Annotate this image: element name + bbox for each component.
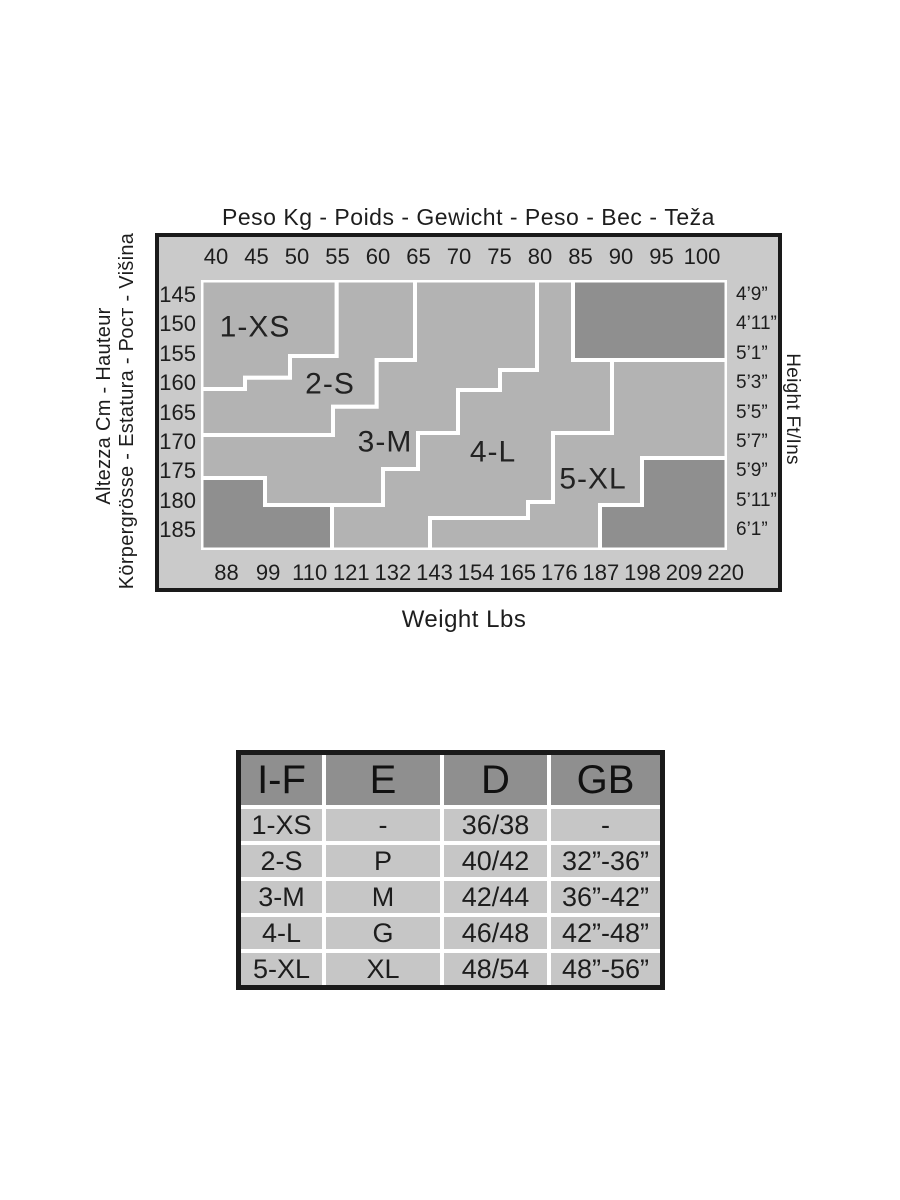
- ftins-tick-0: 4’9”: [736, 284, 768, 305]
- lbs-tick-88: 88: [214, 560, 239, 585]
- lbs-tick-99: 99: [255, 560, 281, 585]
- cm-tick-145: 145: [159, 282, 196, 307]
- lbs-tick-121: 121: [332, 560, 370, 585]
- size-zone-label-5-XL: 5-XL: [559, 463, 626, 496]
- size-table-cell-r2-c1: M: [326, 881, 440, 913]
- size-table-cell-r0-c1: -: [326, 809, 440, 841]
- lbs-tick-143: 143: [416, 560, 453, 585]
- size-table-cell-r2-c2: 42/44: [444, 881, 547, 913]
- lbs-tick-220: 220: [707, 560, 745, 585]
- excluded-region-na-top-right: [571, 280, 727, 362]
- ftins-tick-3: 5’3”: [736, 372, 768, 394]
- kg-tick-75: 75: [487, 244, 512, 269]
- size-table-cell-r1-c2: 40/42: [444, 845, 547, 877]
- weight-lbs-axis-label: Weight Lbs: [401, 606, 527, 633]
- ftins-tick-7: 5’11”: [736, 489, 777, 511]
- ftins-tick-4: 5’5”: [736, 401, 768, 423]
- size-table-cell-r2-c3: 36”-42”: [551, 881, 660, 913]
- lbs-tick-132: 132: [374, 560, 412, 585]
- cm-tick-180: 180: [159, 487, 196, 513]
- size-zone-label-4-L: 4-L: [470, 436, 516, 469]
- cm-tick-175: 175: [159, 458, 196, 484]
- lbs-tick-209: 209: [665, 560, 703, 585]
- kg-tick-85: 85: [568, 244, 593, 269]
- size-zone-plot: 1-XS 2-S3-M 4-L 5-XL: [201, 280, 727, 550]
- cm-tick-185: 185: [159, 517, 196, 543]
- excluded-region-na-bottom-right: [598, 456, 727, 550]
- size-table-cell-r4-c3: 48”-56”: [551, 953, 660, 985]
- kg-tick-100: 100: [683, 244, 721, 269]
- size-table-cell-r1-c3: 32”-36”: [551, 845, 660, 877]
- size-table-cell-r1-c1: P: [326, 845, 440, 877]
- cm-tick-160: 160: [159, 370, 196, 396]
- kg-tick-45: 45: [244, 244, 269, 269]
- size-table-cell-r3-c3: 42”-48”: [551, 917, 660, 949]
- kg-tick-90: 90: [608, 244, 634, 269]
- size-table-cell-r3-c0: 4-L: [241, 917, 322, 949]
- excluded-region-na-bottom-left: [201, 476, 334, 550]
- size-zone-label-3-M: 3-M: [358, 426, 413, 459]
- size-table-cell-r1-c0: 2-S: [241, 845, 322, 877]
- size-table-cell-r0-c3: -: [551, 809, 660, 841]
- kg-tick-80: 80: [527, 244, 553, 269]
- size-zone-label-1-XS: 1-XS: [220, 311, 291, 344]
- size-table-cell-r4-c1: XL: [326, 953, 440, 985]
- lbs-tick-198: 198: [624, 560, 661, 585]
- cm-tick-170: 170: [159, 429, 196, 454]
- weight-kg-title: Peso Kg - Poids - Gewicht - Peso - Вес -…: [222, 204, 715, 230]
- size-conversion-table: I-F E D GB 1-XS -36/38-2-S P 40/42 32”-36” 3-M M 42…: [236, 750, 665, 990]
- cm-tick-165: 165: [159, 399, 196, 425]
- kg-tick-70: 70: [446, 244, 472, 269]
- lbs-tick-187: 187: [582, 560, 620, 585]
- kg-tick-65: 65: [406, 244, 431, 269]
- lbs-tick-110: 110: [292, 560, 328, 585]
- size-table-cell-r4-c2: 48/54: [444, 953, 547, 985]
- lbs-tick-154: 154: [457, 560, 495, 585]
- ftins-tick-1: 4’11”: [736, 313, 777, 335]
- lbs-tick-176: 176: [540, 560, 578, 585]
- cm-tick-155: 155: [159, 340, 196, 366]
- size-table-header-E: E: [326, 755, 440, 805]
- size-zone-label-2-S: 2-S: [305, 368, 355, 401]
- size-table-cell-r3-c2: 46/48: [444, 917, 547, 949]
- ftins-tick-5: 5’7”: [736, 431, 768, 452]
- ftins-tick-6: 5’9”: [736, 460, 768, 482]
- size-table-cell-r4-c0: 5-XL: [241, 953, 322, 985]
- size-table-header-I-F: I-F: [241, 755, 322, 805]
- kg-tick-50: 50: [284, 244, 310, 269]
- cm-tick-150: 150: [159, 311, 196, 337]
- size-table-cell-r2-c0: 3-M: [241, 881, 322, 913]
- ftins-tick-2: 5’1”: [736, 342, 768, 364]
- kg-tick-60: 60: [365, 244, 391, 269]
- kg-tick-95: 95: [649, 244, 674, 269]
- height-cm-axis-label-inner: Körpergrösse - Estatura - Рост - Višina: [116, 232, 138, 590]
- size-table-cell-r0-c0: 1-XS: [241, 809, 322, 841]
- size-table-header-GB: GB: [551, 755, 660, 805]
- size-table-cell-r3-c1: G: [326, 917, 440, 949]
- kg-tick-40: 40: [203, 244, 229, 269]
- height-cm-axis-label-outer: Altezza Cm - Hauteur: [93, 307, 115, 505]
- kg-tick-55: 55: [325, 244, 350, 269]
- size-table-header-D: D: [444, 755, 547, 805]
- ftins-tick-8: 6’1”: [736, 519, 768, 541]
- lbs-tick-165: 165: [499, 560, 537, 585]
- size-table-cell-r0-c2: 36/38: [444, 809, 547, 841]
